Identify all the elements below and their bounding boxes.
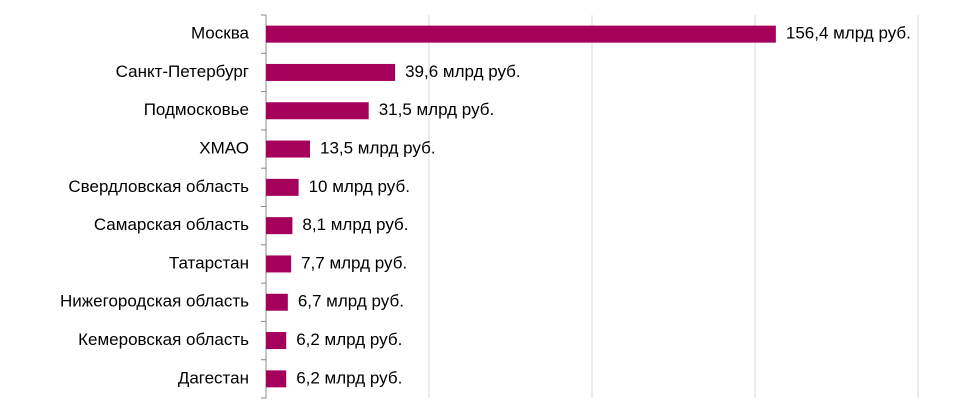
value-label: 6,7 млрд руб. — [298, 292, 404, 311]
bar — [266, 255, 292, 273]
value-label: 8,1 млрд руб. — [302, 215, 408, 234]
value-label: 156,4 млрд руб. — [786, 24, 911, 43]
bar — [266, 178, 299, 196]
y-tick-label: Кемеровская область — [78, 330, 249, 349]
y-tick-label: Москва — [191, 24, 250, 43]
value-label: 13,5 млрд руб. — [320, 139, 436, 158]
bar — [266, 102, 369, 120]
bar — [266, 370, 287, 388]
y-tick-label: Самарская область — [94, 215, 249, 234]
bar — [266, 140, 311, 158]
bar — [266, 293, 288, 311]
y-tick-label: Подмосковье — [144, 100, 249, 119]
y-tick-label: Нижегородская область — [60, 292, 249, 311]
value-label: 31,5 млрд руб. — [379, 100, 495, 119]
bar — [266, 25, 776, 43]
value-label: 39,6 млрд руб. — [405, 62, 521, 81]
bar — [266, 63, 396, 81]
value-label: 7,7 млрд руб. — [301, 253, 407, 272]
y-tick-label: Татарстан — [169, 253, 249, 272]
y-tick-label: Дагестан — [178, 368, 249, 387]
y-tick-label: ХМАО — [199, 139, 249, 158]
bar — [266, 332, 287, 350]
bar — [266, 217, 293, 235]
value-label: 10 млрд руб. — [309, 177, 410, 196]
value-label: 6,2 млрд руб. — [296, 330, 402, 349]
y-tick-label: Санкт-Петербург — [116, 62, 249, 81]
y-tick-label: Свердловская область — [68, 177, 249, 196]
value-label: 6,2 млрд руб. — [296, 368, 402, 387]
